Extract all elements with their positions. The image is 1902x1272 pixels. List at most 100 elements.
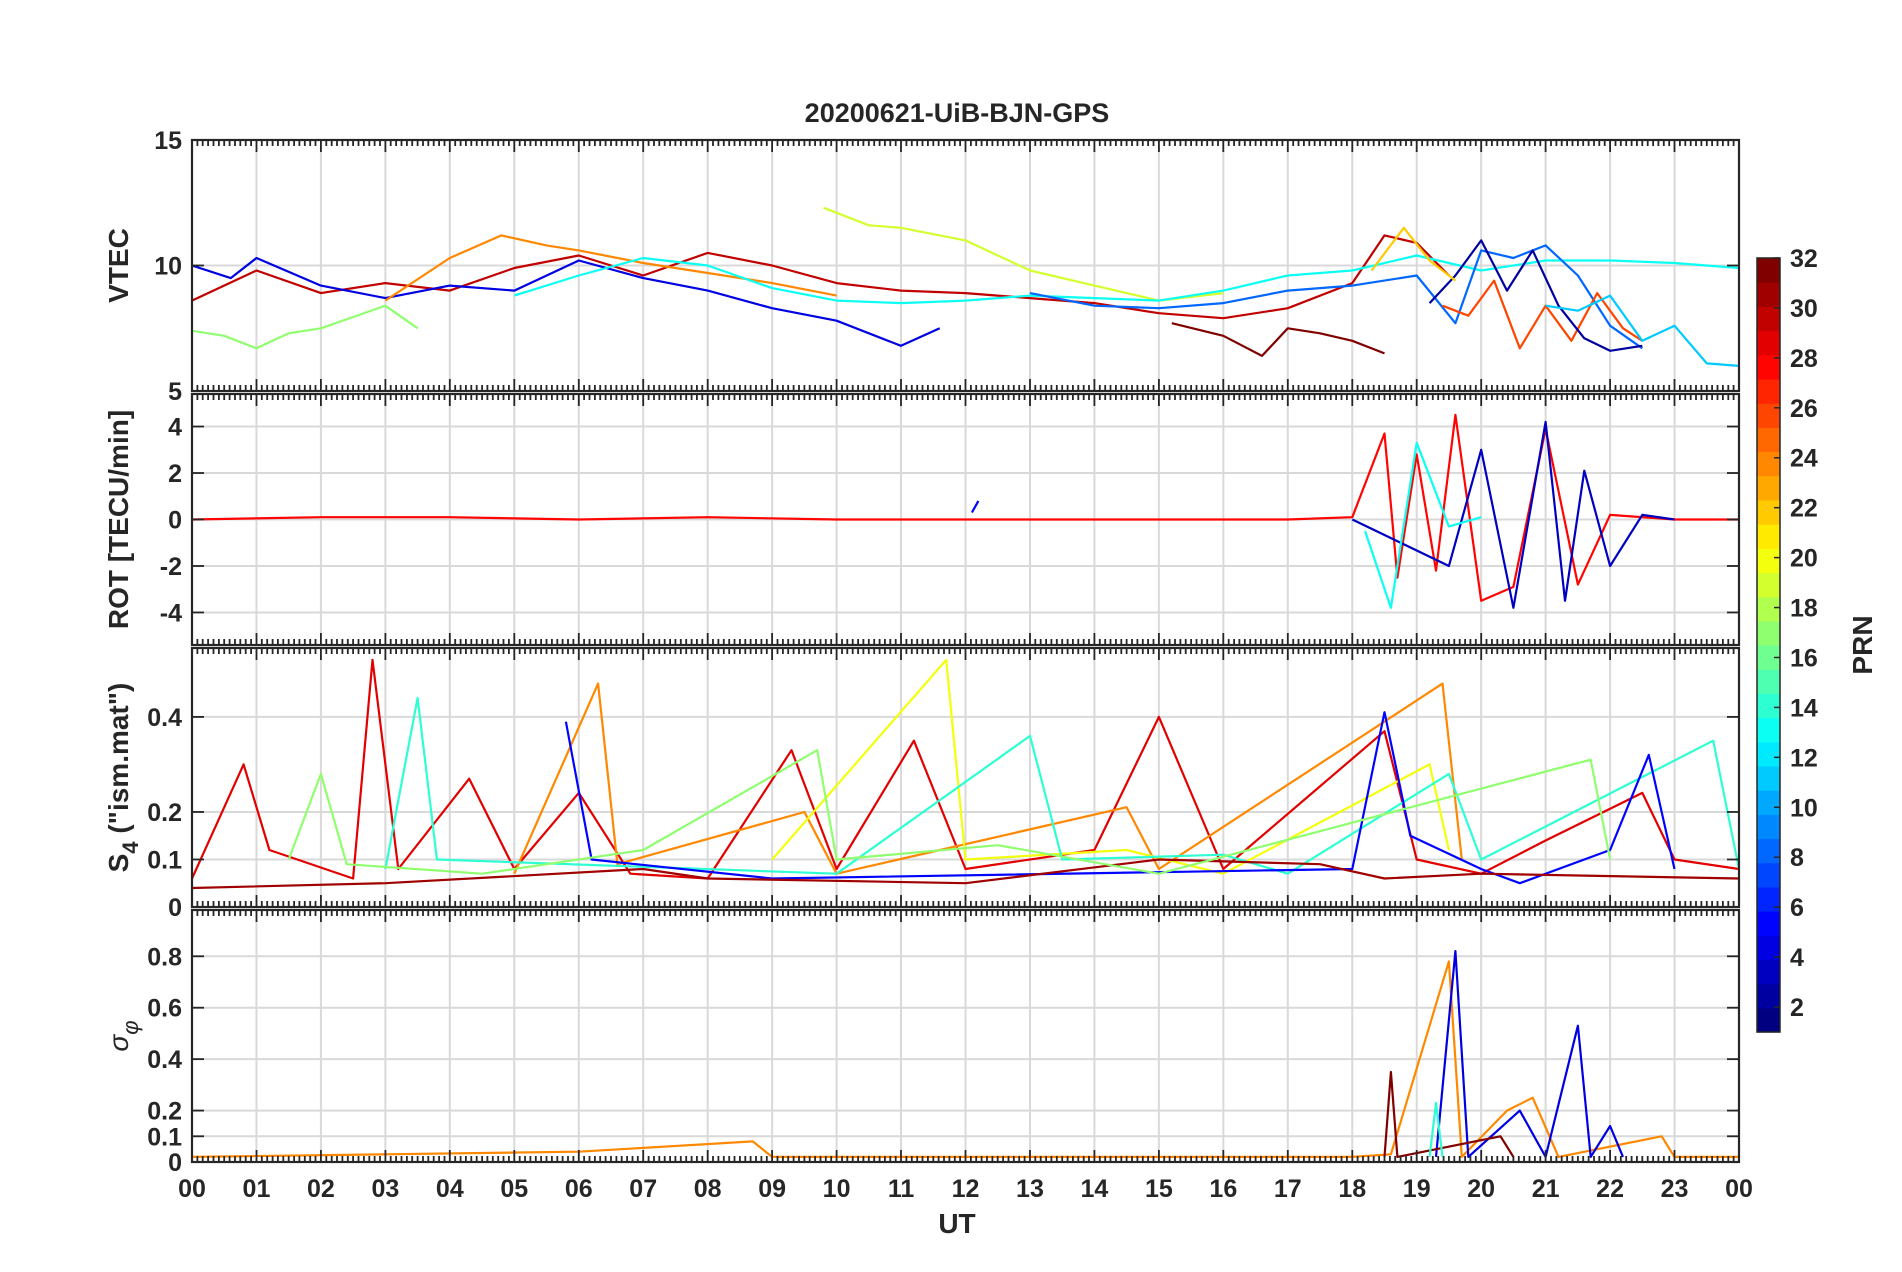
x-tick-label: 02 bbox=[307, 1175, 335, 1203]
chart-title: 20200621-UiB-BJN-GPS bbox=[805, 98, 1110, 128]
colorbar-segment bbox=[1757, 258, 1780, 283]
vtec-series-group bbox=[192, 206, 1739, 367]
colorbar-segment bbox=[1757, 620, 1780, 646]
colorbar-segment bbox=[1757, 282, 1780, 307]
colorbar-tick-label: 28 bbox=[1790, 345, 1818, 373]
colorbar-segment bbox=[1757, 959, 1780, 985]
colorbar-segment bbox=[1757, 645, 1780, 670]
sigma_phi-ytick-label: 0.4 bbox=[147, 1046, 182, 1074]
colorbar-segment bbox=[1757, 475, 1780, 501]
x-tick-label: 10 bbox=[823, 1175, 851, 1203]
x-tick-label: 00 bbox=[178, 1175, 206, 1203]
x-tick-label: 18 bbox=[1338, 1175, 1366, 1203]
panel-rot: -4 -2 0 2 4 ROT [TECU/min] bbox=[103, 392, 1741, 647]
vtec-series-prn17-7 bbox=[192, 304, 419, 350]
colorbar-segment bbox=[1757, 983, 1780, 1009]
colorbar-segment bbox=[1757, 693, 1780, 719]
colorbar-segment bbox=[1757, 838, 1780, 864]
colorbar-segment bbox=[1757, 306, 1780, 332]
colorbar-segment bbox=[1757, 378, 1780, 404]
sigma_phi-ytick-label: 0.2 bbox=[147, 1098, 182, 1126]
s4-series-group bbox=[192, 658, 1739, 890]
s4-ytick-label: 0.1 bbox=[147, 846, 182, 874]
vtec-series-prn2-8 bbox=[1428, 239, 1643, 352]
sigma_phi-y-axis-label-sub: φ bbox=[118, 1020, 143, 1034]
sigma_phi-ytick-label: 0.1 bbox=[147, 1123, 182, 1151]
x-axis-label: UT bbox=[938, 1208, 975, 1239]
rot-series-group bbox=[192, 413, 1739, 609]
colorbar-segment bbox=[1757, 765, 1780, 791]
colorbar-segment bbox=[1757, 427, 1780, 453]
vtec-ytick-label: 5 bbox=[168, 378, 182, 406]
colorbar-segment bbox=[1757, 935, 1780, 961]
vtec-ytick-label: 15 bbox=[154, 127, 182, 155]
sigma_phi-y-axis-label: σφ bbox=[103, 1020, 143, 1051]
colorbar-segment bbox=[1757, 451, 1780, 477]
colorbar-segment bbox=[1757, 862, 1780, 888]
rot-y-axis-label: ROT [TECU/min] bbox=[103, 410, 134, 629]
colorbar-tick-label: 8 bbox=[1790, 844, 1804, 872]
x-tick-label: 06 bbox=[565, 1175, 593, 1203]
rot-frame bbox=[190, 392, 1741, 647]
sigma_phi-frame bbox=[190, 908, 1741, 1164]
colorbar-tick-label: 18 bbox=[1790, 595, 1818, 623]
sigma_phi-ytick-label: 0 bbox=[168, 1149, 182, 1177]
colorbar-tick-label: 12 bbox=[1790, 744, 1818, 772]
panel-vtec: 5 10 15 VTEC bbox=[103, 127, 1741, 406]
colorbar-tick-label: 2 bbox=[1790, 994, 1804, 1022]
colorbar-segment bbox=[1757, 354, 1780, 380]
s4-series-prn5-4 bbox=[564, 711, 1676, 885]
vtec-series-prn11-11 bbox=[1545, 294, 1739, 367]
colorbar-tick-label: 14 bbox=[1790, 694, 1818, 722]
colorbar-tick-label: 26 bbox=[1790, 395, 1818, 423]
vtec-series-prn32-9 bbox=[1171, 322, 1385, 357]
x-tick-label: 13 bbox=[1016, 1175, 1044, 1203]
x-tick-label: 20 bbox=[1467, 1175, 1495, 1203]
x-tick-label: 08 bbox=[694, 1175, 722, 1203]
x-tick-label: 00 bbox=[1725, 1175, 1753, 1203]
s4-y-axis-label-rest: ("ism.mat") bbox=[103, 683, 134, 842]
sigma_phi-ytick-label: 0.6 bbox=[147, 995, 182, 1023]
colorbar-segment bbox=[1757, 717, 1780, 743]
colorbar-segment bbox=[1757, 596, 1780, 622]
x-tick-label: 15 bbox=[1145, 1175, 1173, 1203]
x-tick-label: 22 bbox=[1596, 1175, 1624, 1203]
x-tick-label: 19 bbox=[1403, 1175, 1431, 1203]
colorbar-tick-label: 4 bbox=[1790, 944, 1804, 972]
rot-ytick-label: 0 bbox=[168, 507, 182, 535]
s4-ytick-label: 0 bbox=[168, 894, 182, 922]
vtec-series-prn22-10 bbox=[1370, 226, 1457, 282]
colorbar-tick-label: 32 bbox=[1790, 245, 1818, 273]
colorbar-segment bbox=[1757, 669, 1780, 694]
sigma_phi-series-prn14-3 bbox=[1428, 1101, 1444, 1158]
colorbar-tick-label: 30 bbox=[1790, 295, 1818, 323]
s4-ytick-label: 0.2 bbox=[147, 799, 182, 827]
x-tick-label: 11 bbox=[888, 1175, 915, 1203]
sigma_phi-series-group bbox=[192, 949, 1739, 1159]
colorbar-segment bbox=[1757, 886, 1780, 912]
sigma_phi-series-prn32-2 bbox=[1383, 1070, 1515, 1159]
rot-ytick-label: -4 bbox=[160, 599, 182, 627]
colorbar-segment bbox=[1757, 330, 1780, 356]
colorbar-label: PRN bbox=[1847, 615, 1878, 674]
colorbar-tick-label: 20 bbox=[1790, 545, 1818, 573]
vtec-series-prn13-4 bbox=[513, 254, 1739, 305]
rot-ytick-label: 2 bbox=[168, 460, 182, 488]
x-tick-label: 23 bbox=[1661, 1175, 1689, 1203]
colorbar-segment bbox=[1757, 741, 1780, 767]
colorbar-segment bbox=[1757, 499, 1780, 525]
x-tick-label: 03 bbox=[371, 1175, 399, 1203]
x-tick-label: 21 bbox=[1532, 1175, 1560, 1203]
s4-y-axis-label-sub: 4 bbox=[118, 841, 143, 854]
s4-series-prn14-3 bbox=[384, 696, 1739, 875]
vtec-series-prn30-0 bbox=[192, 234, 1450, 320]
s4-frame bbox=[190, 646, 1741, 909]
colorbar-tick-label: 10 bbox=[1790, 794, 1818, 822]
vtec-y-axis-label: VTEC bbox=[103, 228, 134, 303]
x-tick-label: 17 bbox=[1274, 1175, 1302, 1203]
rot-series-prn5-3 bbox=[970, 500, 980, 514]
colorbar-segment bbox=[1757, 548, 1780, 574]
x-axis: 00 01 02 03 04 05 06 07 08 09 10 11 12 13 14 15 16 17 18 19… bbox=[178, 1175, 1753, 1203]
rot-series-prn3-1 bbox=[1351, 420, 1675, 609]
